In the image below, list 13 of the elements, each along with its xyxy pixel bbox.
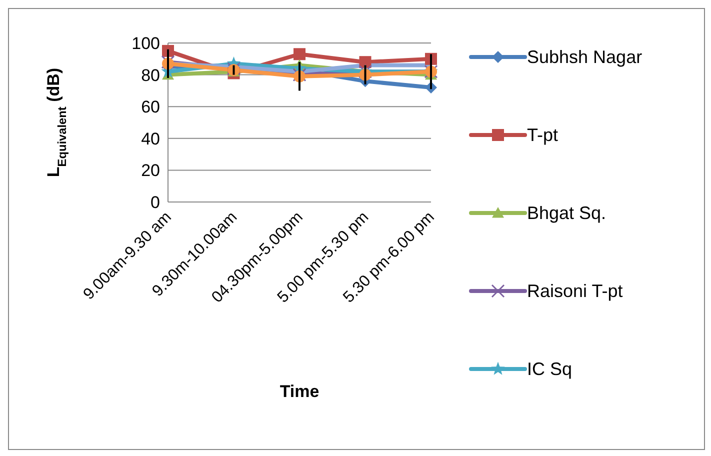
y-tick-label: 80 [141,66,160,85]
y-tick-label: 100 [132,34,160,54]
y-tick-label: 40 [141,129,160,148]
legend-label: Bhgat Sq. [527,202,606,224]
y-tick-label: 0 [150,193,160,212]
legend-label: Subhsh Nagar [527,46,642,68]
legend-label: Raisoni T-pt [527,280,623,302]
y-tick-label: 60 [141,98,160,117]
legend-label: T-pt [527,124,558,146]
point [294,48,306,60]
legend-label: IC Sq [527,358,572,380]
y-tick-label: 20 [141,161,160,180]
x-axis-title: Time [280,382,320,401]
